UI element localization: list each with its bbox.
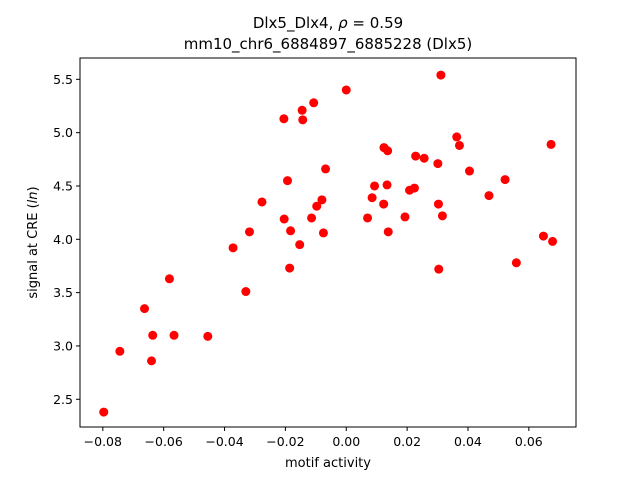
data-point bbox=[383, 227, 393, 237]
x-tick-label: −0.02 bbox=[266, 434, 304, 449]
y-axis-label-prefix: signal at CRE ( bbox=[26, 203, 41, 298]
y-axis: 2.5 3.0 3.5 4.0 4.5 5.0 5.5 bbox=[53, 72, 80, 407]
data-point bbox=[228, 243, 238, 253]
x-tick-label: 0.06 bbox=[515, 434, 543, 449]
data-point bbox=[317, 195, 327, 205]
data-point bbox=[169, 330, 179, 340]
data-point bbox=[318, 228, 328, 238]
data-point bbox=[411, 151, 421, 161]
data-point bbox=[309, 98, 319, 108]
data-point bbox=[283, 176, 293, 186]
data-point bbox=[285, 263, 295, 273]
data-point bbox=[164, 274, 174, 284]
y-axis-label-italic: ln bbox=[26, 191, 41, 203]
data-point bbox=[147, 356, 157, 366]
data-point bbox=[419, 153, 429, 163]
x-axis-label: motif activity bbox=[285, 456, 371, 471]
y-tick-label: 4.5 bbox=[53, 178, 73, 193]
data-point bbox=[434, 264, 444, 274]
data-point bbox=[99, 407, 109, 417]
data-points bbox=[99, 70, 558, 417]
data-point bbox=[363, 213, 373, 223]
data-point bbox=[464, 166, 474, 176]
data-point bbox=[548, 236, 558, 246]
data-point bbox=[538, 231, 548, 241]
data-point bbox=[370, 181, 380, 191]
x-tick-label: 0.04 bbox=[454, 434, 482, 449]
data-point bbox=[452, 132, 462, 142]
chart-title-suffix: = 0.59 bbox=[348, 14, 404, 32]
data-point bbox=[115, 346, 125, 356]
x-tick-label: −0.08 bbox=[84, 434, 122, 449]
x-tick-label: −0.04 bbox=[205, 434, 243, 449]
data-point bbox=[321, 164, 331, 174]
chart-title-line2: mm10_chr6_6884897_6885228 (Dlx5) bbox=[184, 35, 473, 54]
data-point bbox=[484, 191, 494, 201]
data-point bbox=[500, 175, 510, 185]
data-point bbox=[298, 115, 308, 125]
data-point bbox=[433, 199, 443, 209]
x-tick-label: −0.06 bbox=[145, 434, 183, 449]
data-point bbox=[341, 85, 351, 95]
x-tick-label: 0.00 bbox=[332, 434, 360, 449]
x-axis: −0.08 −0.06 −0.04 −0.02 0.00 0.02 0.04 0.06 bbox=[84, 427, 543, 449]
data-point bbox=[203, 331, 213, 341]
y-tick-label: 5.0 bbox=[53, 125, 73, 140]
data-point bbox=[244, 227, 254, 237]
y-tick-label: 4.0 bbox=[53, 232, 73, 247]
data-point bbox=[454, 140, 464, 150]
data-point bbox=[546, 139, 556, 149]
data-point bbox=[367, 193, 377, 203]
y-tick-label: 3.0 bbox=[53, 338, 73, 353]
y-axis-label: signal at CRE (ln) bbox=[26, 186, 41, 298]
data-point bbox=[400, 212, 410, 222]
y-tick-label: 5.5 bbox=[53, 72, 73, 87]
data-point bbox=[297, 105, 307, 115]
data-point bbox=[433, 159, 443, 169]
x-tick-label: 0.02 bbox=[393, 434, 421, 449]
data-point bbox=[383, 146, 393, 156]
data-point bbox=[148, 330, 158, 340]
data-point bbox=[279, 114, 289, 124]
data-point bbox=[382, 180, 392, 190]
chart-title: Dlx5_Dlx4, ρ = 0.59 mm10_chr6_6884897_68… bbox=[184, 14, 473, 54]
data-point bbox=[436, 70, 446, 80]
data-point bbox=[279, 214, 289, 224]
data-point bbox=[379, 199, 389, 209]
y-axis-label-suffix: ) bbox=[26, 186, 41, 191]
plot-frame bbox=[79, 57, 577, 428]
data-point bbox=[409, 183, 419, 193]
data-point bbox=[511, 258, 521, 268]
data-point bbox=[307, 213, 317, 223]
chart-title-line1: Dlx5_Dlx4, ρ = 0.59 bbox=[253, 14, 403, 33]
data-point bbox=[312, 201, 322, 211]
data-point bbox=[295, 240, 305, 250]
data-point bbox=[286, 226, 296, 236]
data-point bbox=[241, 287, 251, 297]
chart-title-rho: ρ bbox=[338, 14, 348, 32]
y-tick-label: 3.5 bbox=[53, 285, 73, 300]
data-point bbox=[257, 197, 267, 207]
data-point bbox=[437, 211, 447, 221]
chart-title-prefix: Dlx5_Dlx4, bbox=[253, 14, 338, 33]
data-point bbox=[140, 304, 150, 314]
y-tick-label: 2.5 bbox=[53, 392, 73, 407]
